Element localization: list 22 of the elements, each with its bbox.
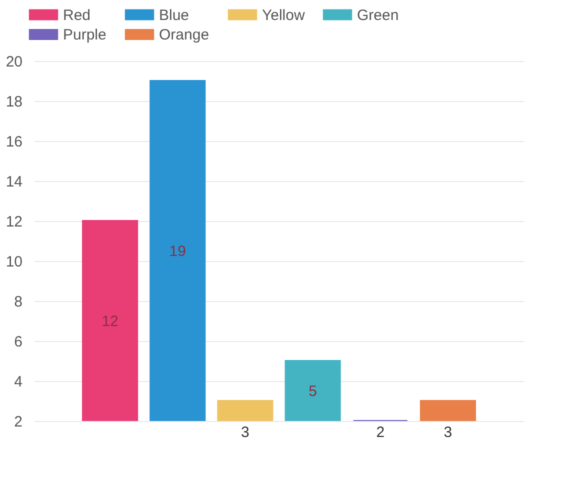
data-label: 5 bbox=[308, 383, 317, 400]
legend-label: Blue bbox=[159, 6, 190, 24]
data-label: 2 bbox=[376, 424, 385, 441]
y-tick-label: 14 bbox=[6, 174, 22, 190]
y-tick-label: 10 bbox=[6, 254, 22, 270]
y-tick-label: 6 bbox=[14, 334, 22, 350]
legend-label: Red bbox=[63, 6, 91, 24]
data-label: 12 bbox=[102, 313, 118, 330]
y-tick-label: 4 bbox=[14, 374, 22, 390]
y-tick-label: 18 bbox=[6, 94, 22, 110]
data-label: 3 bbox=[444, 424, 452, 441]
y-tick-label: 8 bbox=[14, 294, 22, 310]
legend-label: Yellow bbox=[262, 6, 305, 24]
y-tick-label: 16 bbox=[6, 134, 22, 150]
legend-label: Orange bbox=[159, 26, 210, 44]
legend-label: Green bbox=[357, 6, 399, 24]
data-label: 19 bbox=[169, 243, 186, 260]
legend-label: Purple bbox=[63, 26, 106, 44]
y-tick-label: 20 bbox=[6, 54, 22, 70]
data-label: 3 bbox=[241, 424, 250, 441]
y-tick-label: 2 bbox=[14, 414, 22, 430]
y-tick-label: 12 bbox=[6, 214, 22, 230]
